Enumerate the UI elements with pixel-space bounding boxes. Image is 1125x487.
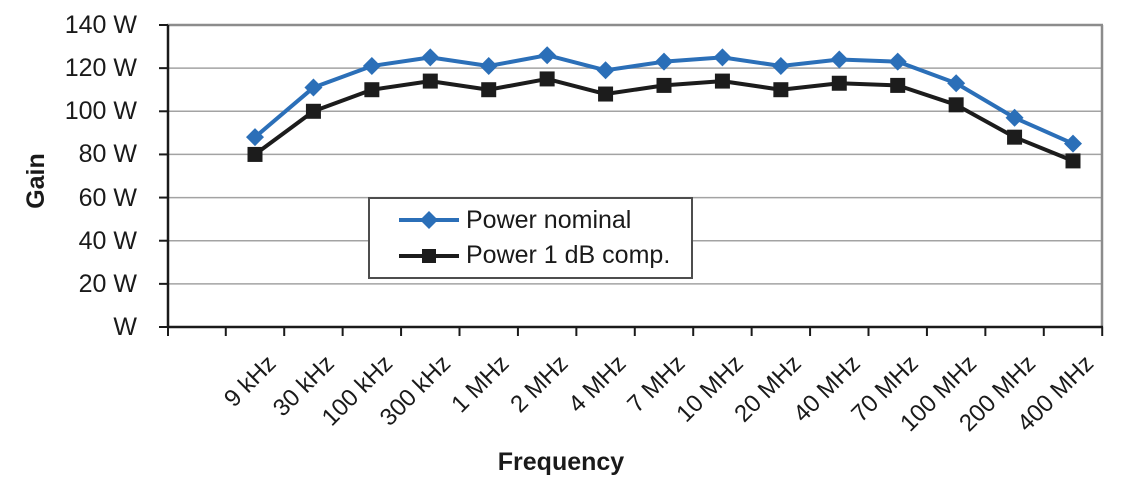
y-tick-label: 100 W — [64, 97, 137, 126]
data-point-diamond — [596, 61, 615, 80]
legend-label-power-nominal: Power nominal — [466, 205, 632, 234]
data-point-square — [364, 82, 380, 98]
data-point-square — [1007, 129, 1023, 145]
data-point-square — [1065, 153, 1081, 169]
y-tick-label: 40 W — [78, 226, 137, 255]
data-point-diamond — [304, 78, 323, 97]
data-point-diamond — [538, 46, 557, 65]
data-point-square — [422, 73, 438, 89]
data-point-square — [948, 97, 964, 113]
y-tick-label: 20 W — [78, 269, 137, 298]
y-tick-label: 140 W — [64, 11, 137, 39]
data-point-square — [714, 73, 730, 89]
data-point-square — [247, 146, 263, 162]
x-axis-title: Frequency — [497, 448, 625, 476]
square-marker-line-icon — [399, 248, 459, 263]
y-tick-label: 60 W — [78, 183, 137, 212]
y-tick-label: W — [113, 313, 137, 341]
data-point-diamond — [246, 128, 264, 147]
data-point-diamond — [947, 74, 966, 93]
data-point-diamond — [421, 48, 440, 67]
data-point-diamond — [1005, 108, 1024, 127]
data-point-square — [481, 82, 497, 98]
diamond-marker-line-icon — [399, 211, 459, 230]
data-point-square — [656, 77, 672, 93]
y-axis-title: Gain — [22, 153, 50, 209]
data-point-square — [890, 77, 906, 93]
data-point-diamond — [830, 50, 849, 69]
data-point-square — [773, 82, 789, 98]
data-point-diamond — [713, 48, 732, 67]
data-point-square — [539, 71, 555, 87]
data-point-diamond — [1064, 134, 1082, 153]
legend: Power nominal Power 1 dB comp. — [368, 197, 693, 279]
legend-item-power-1db-comp: Power 1 dB comp. — [398, 241, 691, 270]
data-point-square — [831, 75, 847, 91]
data-point-diamond — [362, 56, 381, 75]
data-point-diamond — [888, 52, 907, 71]
data-point-square — [305, 103, 321, 119]
y-tick-label: 80 W — [78, 140, 137, 169]
data-point-diamond — [655, 52, 673, 71]
data-point-diamond — [479, 56, 498, 75]
data-point-square — [598, 86, 614, 102]
legend-item-power-nominal: Power nominal — [398, 206, 691, 235]
data-point-diamond — [771, 56, 790, 75]
y-tick-label: 120 W — [64, 54, 137, 83]
legend-label-power-1db-comp: Power 1 dB comp. — [466, 241, 671, 270]
